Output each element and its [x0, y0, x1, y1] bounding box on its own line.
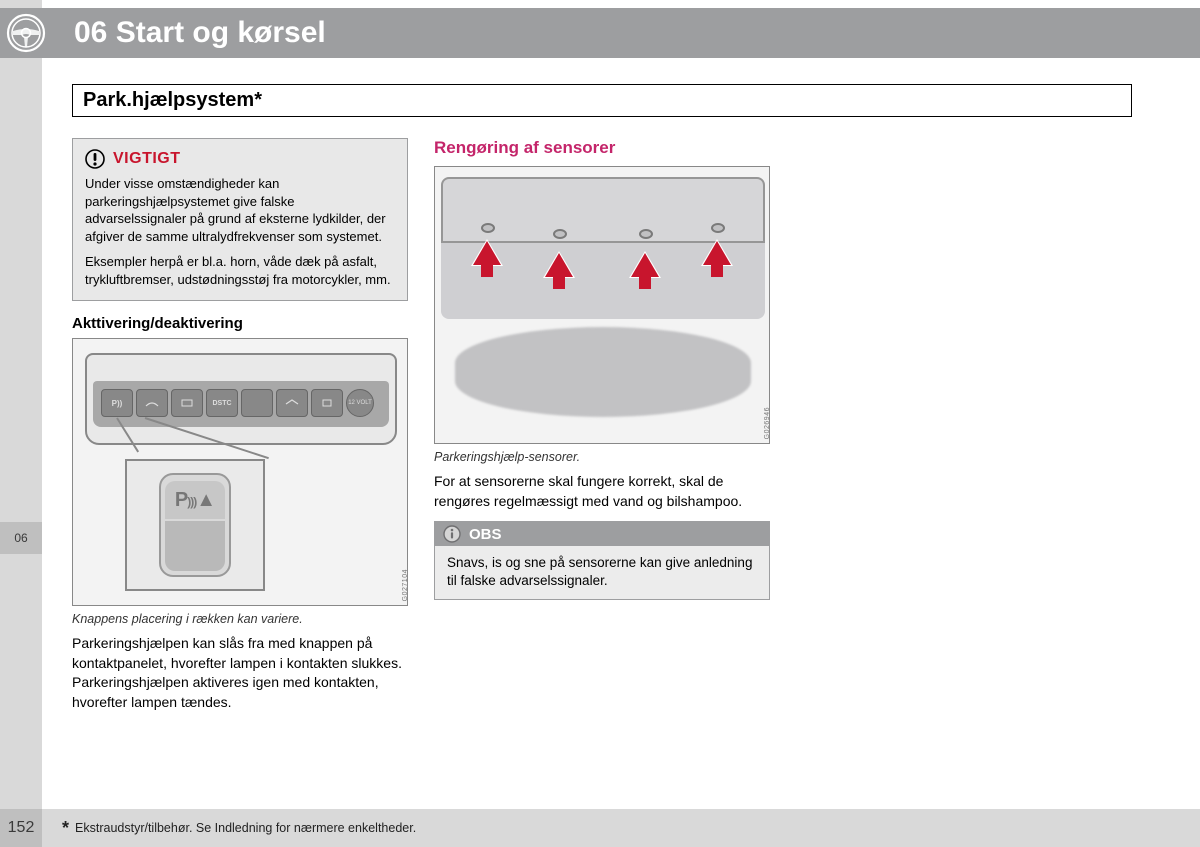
chapter-title: 06 Start og kørsel: [74, 16, 326, 50]
left-sidebar: [0, 0, 42, 847]
arrow-up-icon: [473, 241, 501, 265]
steering-wheel-icon: [6, 13, 46, 53]
body-paragraph-activation: Parkeringshjælpen kan slås fra med knapp…: [72, 634, 408, 712]
figure2-caption: Parkeringshjælp-sensorer.: [434, 450, 770, 464]
important-label: VIGTIGT: [113, 150, 181, 168]
panel-button-dstc: DSTC: [206, 389, 238, 417]
figure1-code: G027104: [402, 569, 409, 601]
arrow-up-icon: [631, 253, 659, 277]
figure-bumper-sensors: G026946: [434, 166, 770, 444]
activation-heading: Akttivering/deaktivering: [72, 315, 408, 332]
section-title: Park.hjælpsystem*: [83, 89, 1121, 112]
content-columns: VIGTIGT Under visse omstændigheder kan p…: [72, 138, 1132, 723]
panel-button-6: [276, 389, 308, 417]
arrow-up-icon: [545, 253, 573, 277]
park-button-label: P)))▲: [175, 489, 215, 512]
panel-button-7: [311, 389, 343, 417]
column-left: VIGTIGT Under visse omstændigheder kan p…: [72, 138, 408, 723]
figure2-code: G026946: [764, 407, 771, 439]
body-paragraph-cleaning: For at sensorerne skal fungere korrekt, …: [434, 472, 770, 511]
exclamation-icon: [85, 149, 105, 169]
panel-button-park: P)): [101, 389, 133, 417]
panel-button-12volt: 12 VOLT: [346, 389, 374, 417]
important-callout: VIGTIGT Under visse omstændigheder kan p…: [72, 138, 408, 301]
sensor-dot: [711, 223, 725, 233]
page-number: 152: [0, 809, 42, 847]
chapter-tab: 06: [0, 522, 42, 554]
figure-button-panel: P)) DSTC 12 VOLT P)))▲ G027104: [72, 338, 408, 606]
sensor-dot: [553, 229, 567, 239]
footnote-text: Ekstraudstyr/tilbehør. Se Indledning for…: [75, 821, 416, 835]
footnote-asterisk-icon: *: [62, 818, 69, 839]
chapter-header: 06 Start og kørsel: [0, 8, 1200, 58]
arrow-up-icon: [703, 241, 731, 265]
panel-button-2: [136, 389, 168, 417]
column-right: [796, 138, 1132, 723]
obs-body-text: Snavs, is og sne på sensorerne kan give …: [435, 546, 769, 598]
important-paragraph-1: Under visse omstændigheder kan parkering…: [85, 175, 395, 245]
info-icon: [443, 525, 461, 543]
obs-label: OBS: [469, 526, 502, 543]
column-center: Rengøring af sensorer G026946 Parkerings…: [434, 138, 770, 723]
important-paragraph-2: Eksempler herpå er bl.a. horn, våde dæk …: [85, 253, 395, 288]
obs-callout: OBS Snavs, is og sne på sensorerne kan g…: [434, 521, 770, 599]
obs-header: OBS: [435, 522, 769, 546]
panel-button-3: [171, 389, 203, 417]
section-title-box: Park.hjælpsystem*: [72, 84, 1132, 117]
sensor-dot: [481, 223, 495, 233]
important-header: VIGTIGT: [85, 149, 395, 169]
sensor-dot: [639, 229, 653, 239]
panel-button-5: [241, 389, 273, 417]
footer-bar: * Ekstraudstyr/tilbehør. Se Indledning f…: [42, 809, 1200, 847]
cleaning-heading: Rengøring af sensorer: [434, 138, 770, 158]
figure1-caption: Knappens placering i rækken kan variere.: [72, 612, 408, 626]
